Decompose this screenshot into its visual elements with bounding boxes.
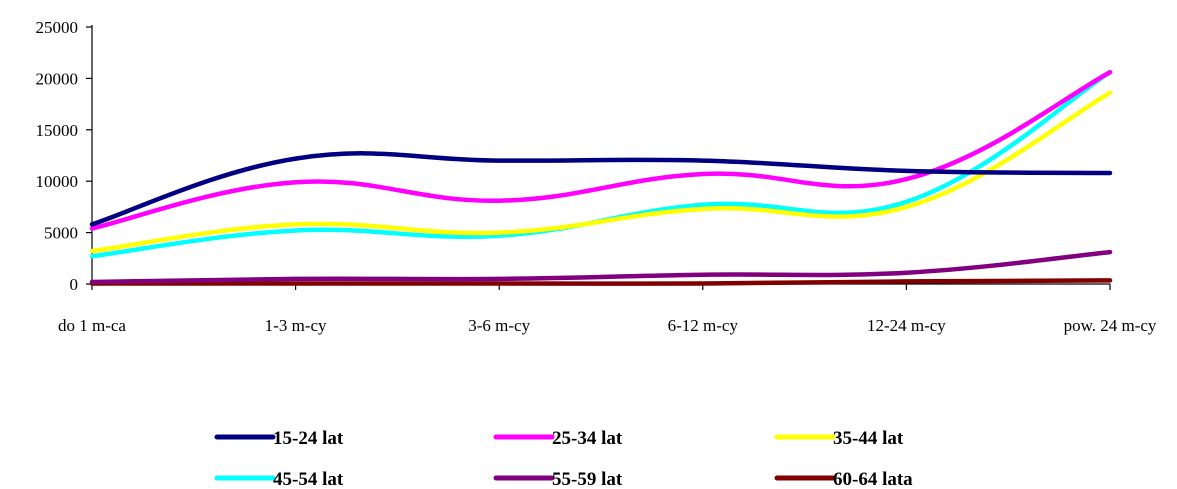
y-tick-label: 0 [70,275,79,294]
chart-axes [91,25,1110,285]
y-tick-label: 25000 [36,18,79,37]
series-line-2 [89,69,1113,231]
y-tick-label: 10000 [36,172,79,191]
legend-label: 25-34 lat [552,428,623,449]
y-tick-label: 5000 [44,224,78,243]
y-tick-label: 15000 [36,121,79,140]
x-tick-label: 6-12 m-cy [668,316,739,335]
legend-label: 55-59 lat [552,469,623,489]
x-tick-label: 1-3 m-cy [265,316,327,335]
legend-label: 60-64 lata [833,469,913,489]
legend: 15-24 lat 25-34 lat 35-44 lat 45-54 lat 55-5… [214,428,913,489]
series-line-1 [89,151,1113,227]
series-line-5 [89,249,1113,285]
y-ticks: 0 5000 10000 15000 20000 25000 [36,18,92,294]
series-lines [89,69,1113,286]
x-tick-label: 3-6 m-cy [468,316,530,335]
x-ticks: do 1 m-ca 1-3 m-cy 3-6 m-cy 6-12 m-cy 12-24 … [58,284,1157,335]
legend-label: 15-24 lat [273,428,344,449]
x-tick-label: 12-24 m-cy [867,316,946,335]
series-line-3 [89,90,1113,254]
legend-label: 35-44 lat [833,428,904,449]
y-tick-label: 20000 [36,69,79,88]
x-tick-label: do 1 m-ca [58,316,126,335]
series-line-6 [89,278,1113,286]
legend-label: 45-54 lat [273,469,344,489]
x-tick-label: pow. 24 m-cy [1064,316,1157,335]
